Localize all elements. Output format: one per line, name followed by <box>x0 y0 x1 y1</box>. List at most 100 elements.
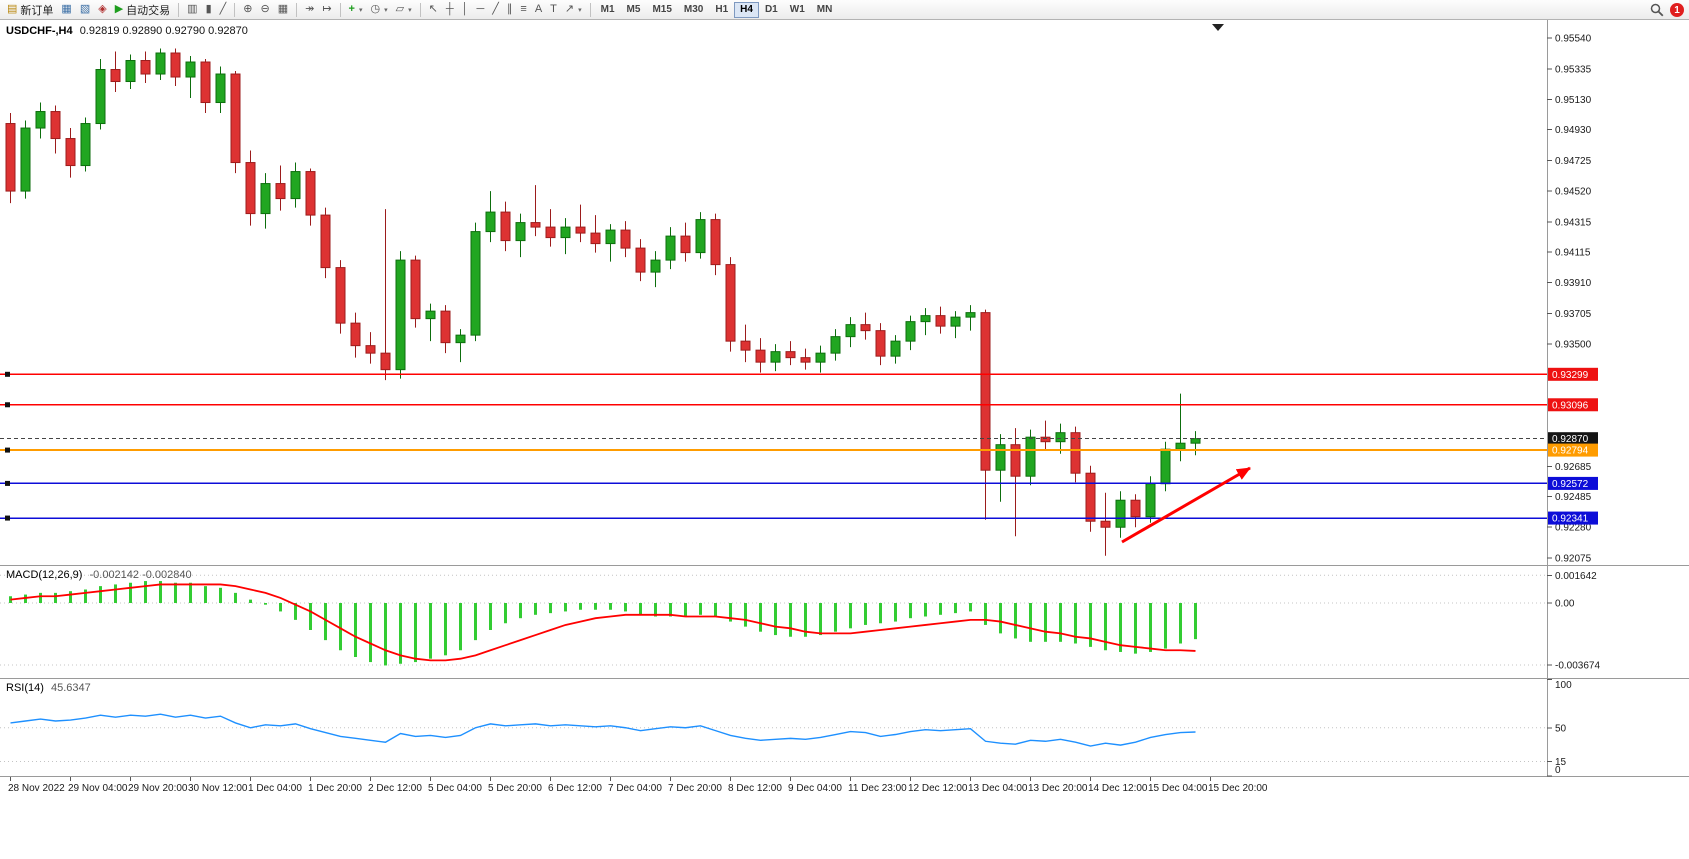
chart-window[interactable]: 0.95540 0.95335 0.95130 0.94930 0.94725 0.945… <box>0 20 1689 859</box>
support-line-1-handle[interactable] <box>5 480 10 486</box>
price-axis-label: 0.94315 <box>1555 217 1592 228</box>
candle <box>1055 432 1066 443</box>
candle <box>215 73 226 104</box>
candle <box>185 61 196 78</box>
profiles-icon: ▧ <box>79 3 91 15</box>
macd-axis-label: 0.00 <box>1555 599 1575 610</box>
candle <box>950 316 961 327</box>
support-level-badge-1-text: 0.92572 <box>1552 479 1589 490</box>
candle <box>455 334 466 344</box>
fibonacci-button[interactable]: ≡ <box>516 1 530 18</box>
candle <box>425 310 436 320</box>
candle <box>140 60 151 75</box>
timeframe-m1-button[interactable]: M1 <box>595 2 621 18</box>
search-icon[interactable] <box>1650 3 1664 17</box>
candle <box>665 235 676 261</box>
candle <box>1085 472 1096 522</box>
support-level-badge-1 <box>1548 476 1598 490</box>
candle <box>755 349 766 363</box>
time-axis-label: 8 Dec 12:00 <box>728 783 782 794</box>
toolbar-separator <box>589 2 591 17</box>
trend-arrow-annotation[interactable] <box>1121 466 1251 544</box>
timeframe-w1-button[interactable]: W1 <box>784 2 811 18</box>
price-axis-label: 0.92280 <box>1555 523 1592 534</box>
templates-button[interactable]: ▱ ▾ <box>392 1 416 18</box>
arrows-icon: ↗ <box>564 3 575 15</box>
periods-button[interactable]: ◷ ▾ <box>366 1 391 18</box>
zoom-out-icon: ⊖ <box>260 3 270 15</box>
time-axis-label: 9 Dec 04:00 <box>788 783 842 794</box>
candlestick-mode-button[interactable]: ▮ <box>202 1 216 18</box>
fibonacci-icon: ≡ <box>520 3 527 15</box>
candle <box>110 69 121 83</box>
current-price-badge-text: 0.92870 <box>1552 434 1589 445</box>
candle <box>530 222 541 228</box>
autotrading-label: 自动交易 <box>126 4 171 17</box>
line-chart-mode-button[interactable]: ╱ <box>216 1 231 18</box>
cursor-button[interactable]: ↖ <box>425 1 442 18</box>
candle <box>80 123 91 167</box>
charts-button[interactable]: ▦ <box>57 1 75 18</box>
text-label-icon: T <box>550 3 557 15</box>
timeframe-m30-button[interactable]: M30 <box>678 2 709 18</box>
charts-icon: ▦ <box>61 3 72 15</box>
zoom-out-button[interactable]: ⊖ <box>256 1 273 18</box>
timeframe-h1-button[interactable]: H1 <box>709 2 734 18</box>
main-toolbar: ▤ 新订单 ▦ ▧ ◈ ▶ 自动交易 ▥ ▮ ╱ ⊕ ⊖ ▦ ↠ ↦ + ▾ ◷ ▾ ▱ ▾ ↖ ┼ │ ─ ╱ ∥ ≡ A T ↗ ▾ M1 M… <box>0 0 1689 20</box>
chart-canvas[interactable]: 0.95540 0.95335 0.95130 0.94930 0.94725 0.945… <box>0 20 1689 859</box>
chart-shift-button[interactable]: ↦ <box>318 1 335 18</box>
arrows-button[interactable]: ↗ ▾ <box>561 1 586 18</box>
equidistant-channel-button[interactable]: ∥ <box>503 1 517 18</box>
horizontal-line-button[interactable]: ─ <box>472 1 488 18</box>
indicators-button[interactable]: + ▾ <box>345 1 367 18</box>
time-axis-label: 11 Dec 23:00 <box>848 783 907 794</box>
tile-windows-button[interactable]: ▦ <box>274 1 292 18</box>
chart-shift-marker[interactable] <box>1212 24 1224 31</box>
autotrading-button[interactable]: ▶ 自动交易 <box>111 1 174 18</box>
new-order-icon: ▤ <box>7 3 18 15</box>
zoom-in-button[interactable]: ⊕ <box>239 1 256 18</box>
timeframe-h4-button[interactable]: H4 <box>734 1 759 18</box>
timeframe-m5-button[interactable]: M5 <box>621 2 647 18</box>
candle <box>335 267 346 324</box>
candle <box>545 226 556 239</box>
macd-axis-label: 0.001642 <box>1555 571 1597 582</box>
vertical-line-button[interactable]: │ <box>458 1 473 18</box>
auto-scroll-button[interactable]: ↠ <box>301 1 318 18</box>
price-axis-label: 0.92685 <box>1555 462 1592 473</box>
candle <box>890 340 901 357</box>
chart-symbol-ohlc-label: USDCHF-,H4 0.92819 0.92890 0.92790 0.928… <box>6 25 248 37</box>
support-line-2-handle[interactable] <box>5 515 10 521</box>
horizontal-line-icon: ─ <box>476 3 485 15</box>
text-button[interactable]: A <box>531 1 546 18</box>
candle <box>995 444 1006 471</box>
time-axis-label: 13 Dec 20:00 <box>1028 783 1088 794</box>
rsi-axis-label: 50 <box>1555 723 1567 734</box>
candle <box>650 259 661 273</box>
crosshair-button[interactable]: ┼ <box>442 1 458 18</box>
resistance-line-2-handle[interactable] <box>5 402 10 408</box>
new-order-label: 新订单 <box>20 4 54 17</box>
timeframe-d1-button[interactable]: D1 <box>759 2 784 18</box>
candle <box>935 315 946 327</box>
navigator-button[interactable]: ◈ <box>94 1 110 18</box>
price-axis-label: 0.95130 <box>1555 95 1592 106</box>
text-label-button[interactable]: T <box>546 1 561 18</box>
text-icon: A <box>534 3 543 15</box>
notification-badge[interactable]: 1 <box>1670 3 1684 17</box>
macd-axis-label: -0.003674 <box>1555 661 1600 672</box>
trendline-button[interactable]: ╱ <box>488 1 503 18</box>
new-order-button[interactable]: ▤ 新订单 <box>3 1 57 18</box>
candle <box>845 324 856 338</box>
timeframe-mn-button[interactable]: MN <box>811 2 839 18</box>
candles <box>5 48 1201 556</box>
candle <box>440 310 451 344</box>
bar-chart-mode-button[interactable]: ▥ <box>183 1 201 18</box>
price-axis-label: 0.94930 <box>1555 125 1592 136</box>
profiles-button[interactable]: ▧ <box>76 1 94 18</box>
resistance-line-1-handle[interactable] <box>5 371 10 377</box>
candle <box>320 214 331 269</box>
timeframe-m15-button[interactable]: M15 <box>646 2 677 18</box>
candle <box>1100 520 1111 528</box>
pivot-line-handle[interactable] <box>5 447 10 453</box>
